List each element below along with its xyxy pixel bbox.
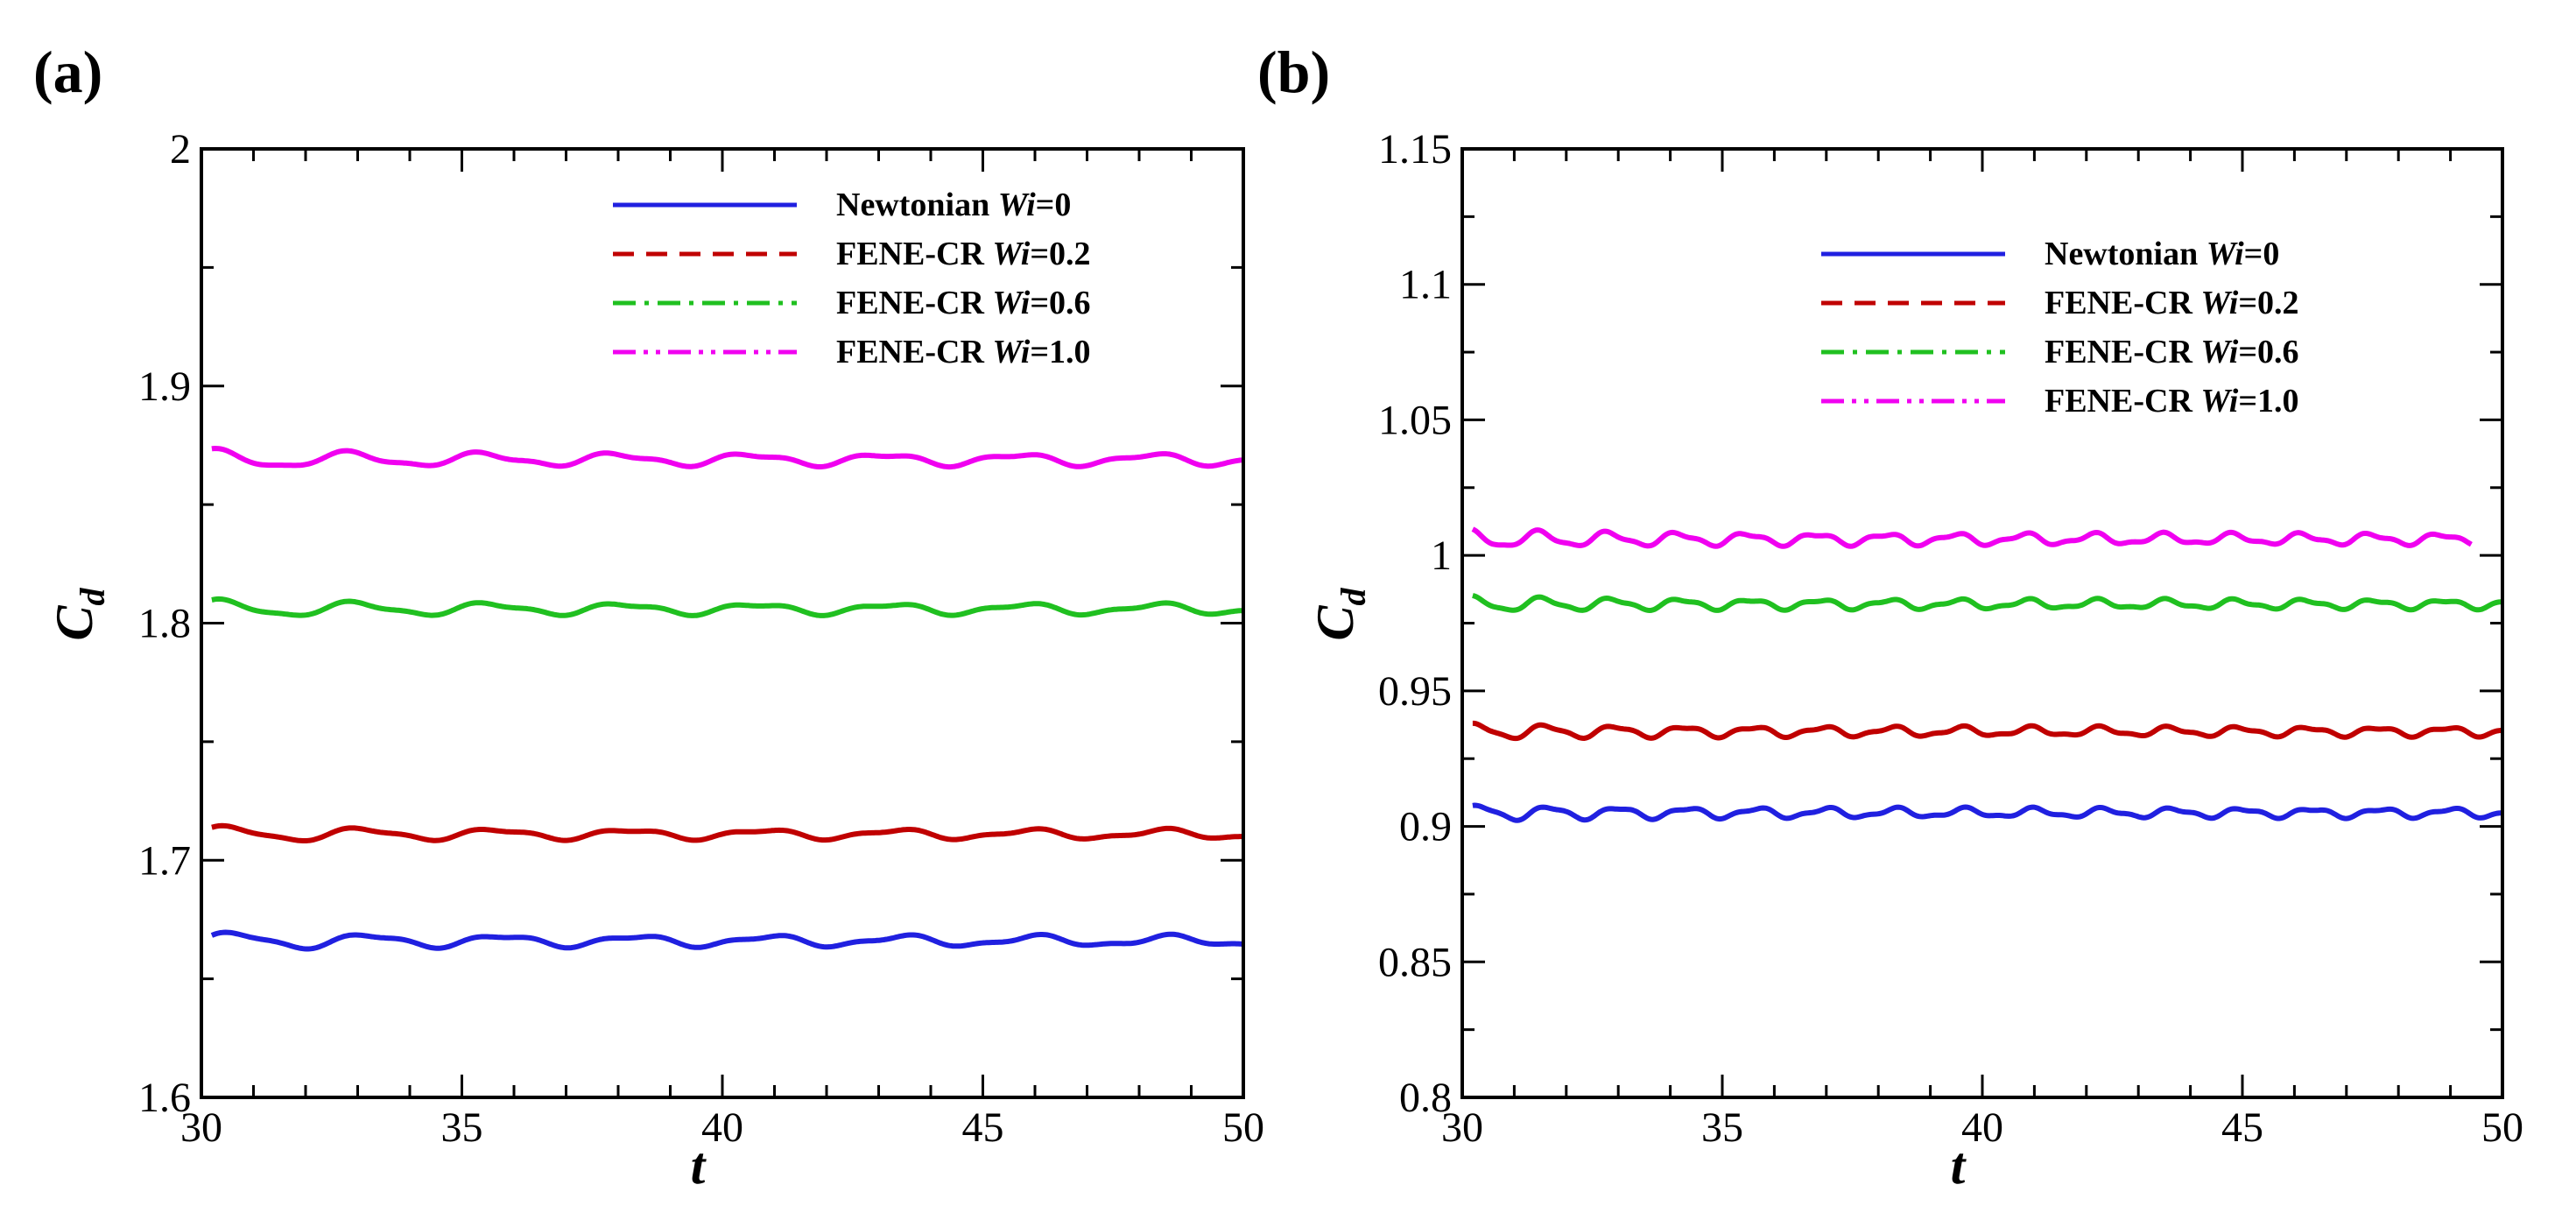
x-axis-title: t (1951, 1137, 1967, 1195)
x-tick-label: 45 (2221, 1104, 2263, 1151)
legend-entry-0: Newtonian Wi=0 (836, 187, 1071, 223)
legend-wi-label: Wi (2200, 285, 2238, 321)
y-tick-label: 2 (170, 126, 191, 173)
y-tick-label: 1.6 (138, 1075, 191, 1121)
legend-series-name: FENE-CR (836, 236, 984, 272)
legend-wi-value: =0 (1036, 187, 1072, 223)
legend-wi-label: Wi (2200, 334, 2238, 370)
y-tick-label: 0.85 (1378, 939, 1452, 985)
legend-wi-value: =0.6 (2238, 334, 2298, 370)
x-tick-label: 35 (1701, 1104, 1743, 1151)
legend-wi-value: =0 (2244, 236, 2280, 272)
panel-a: (a) 30 35 40 45 50 1.6 1.7 1.8 1.9 2 t Cd Newtonian W… (33, 39, 1264, 1195)
y-tick-label: 1.9 (138, 363, 191, 410)
legend-wi-value: =0.2 (1030, 236, 1090, 272)
y-tick-label: 1.05 (1378, 397, 1452, 443)
legend-entry-1: FENE-CR Wi=0.2 (2045, 285, 2298, 321)
y-tick-label: 1.7 (138, 837, 191, 884)
y-axis-title-subscript: d (73, 587, 112, 605)
y-tick-label: 0.95 (1378, 668, 1452, 715)
x-tick-label: 50 (2481, 1104, 2523, 1151)
y-axis-title-main: C (46, 605, 103, 641)
legend-series-name: FENE-CR (836, 334, 984, 370)
legend-series-name: Newtonian (2045, 236, 2198, 272)
legend-entry-3: FENE-CR Wi=1.0 (836, 334, 1090, 370)
x-tick-label: 40 (1961, 1104, 2003, 1151)
y-tick-label: 1.15 (1378, 126, 1452, 173)
x-axis-title: t (691, 1137, 707, 1195)
legend-wi-label: Wi (998, 187, 1036, 223)
panel-label: (b) (1257, 39, 1330, 105)
legend-wi-label: Wi (992, 285, 1030, 321)
x-tick-label: 30 (180, 1104, 222, 1151)
series-line-1 (1472, 720, 2503, 742)
y-tick-label: 1.8 (138, 601, 191, 647)
series-line-0 (210, 929, 1244, 952)
legend-wi-value: =1.0 (2238, 383, 2298, 420)
legend-series-name: FENE-CR (2045, 334, 2192, 370)
y-axis-title: Cd (46, 587, 112, 640)
legend-wi-label: Wi (2200, 383, 2238, 420)
y-tick-label: 1 (1431, 532, 1452, 579)
series-line-3 (211, 445, 1244, 470)
x-tick-label: 50 (1222, 1104, 1264, 1151)
x-tick-label: 45 (962, 1104, 1004, 1151)
legend-wi-label: Wi (2206, 236, 2244, 272)
y-tick-label: 1.1 (1399, 262, 1452, 308)
legend-entry-3: FENE-CR Wi=1.0 (2045, 383, 2298, 420)
legend-wi-value: =1.0 (1030, 334, 1090, 370)
x-tick-label: 40 (701, 1104, 743, 1151)
plot-frame (1460, 147, 2504, 1099)
series-line-1 (211, 822, 1243, 843)
panel-label: (a) (33, 39, 102, 105)
legend-series-name: Newtonian (836, 187, 989, 223)
y-tick-label: 0.9 (1399, 804, 1452, 850)
legend-entry-1: FENE-CR Wi=0.2 (836, 236, 1090, 272)
legend-series-name: FENE-CR (2045, 285, 2192, 321)
legend-wi-label: Wi (992, 236, 1030, 272)
y-axis-title-main: C (1306, 605, 1364, 641)
legend-series-name: FENE-CR (2045, 383, 2192, 420)
y-axis-title: Cd (1306, 587, 1373, 640)
y-tick-label: 0.8 (1399, 1075, 1452, 1121)
series-line-2 (1472, 593, 2502, 614)
legend-entry-2: FENE-CR Wi=0.6 (836, 285, 1090, 321)
series-line-0 (1472, 802, 2503, 823)
legend-wi-label: Wi (992, 334, 1030, 370)
legend-entry-2: FENE-CR Wi=0.6 (2045, 334, 2298, 370)
x-tick-label: 30 (1441, 1104, 1483, 1151)
x-tick-label: 35 (441, 1104, 483, 1151)
legend-wi-value: =0.6 (1030, 285, 1090, 321)
panel-b: (b) 30 35 40 45 50 0.8 0.85 0.9 0.95 1 1.05 1.1 1.15 t… (1257, 39, 2523, 1195)
y-axis-title-subscript: d (1334, 587, 1373, 605)
legend-series-name: FENE-CR (836, 285, 984, 321)
legend-wi-value: =0.2 (2238, 285, 2298, 321)
series-line-3 (1471, 526, 2473, 549)
series-line-2 (211, 596, 1244, 618)
legend-entry-0: Newtonian Wi=0 (2045, 236, 2279, 272)
